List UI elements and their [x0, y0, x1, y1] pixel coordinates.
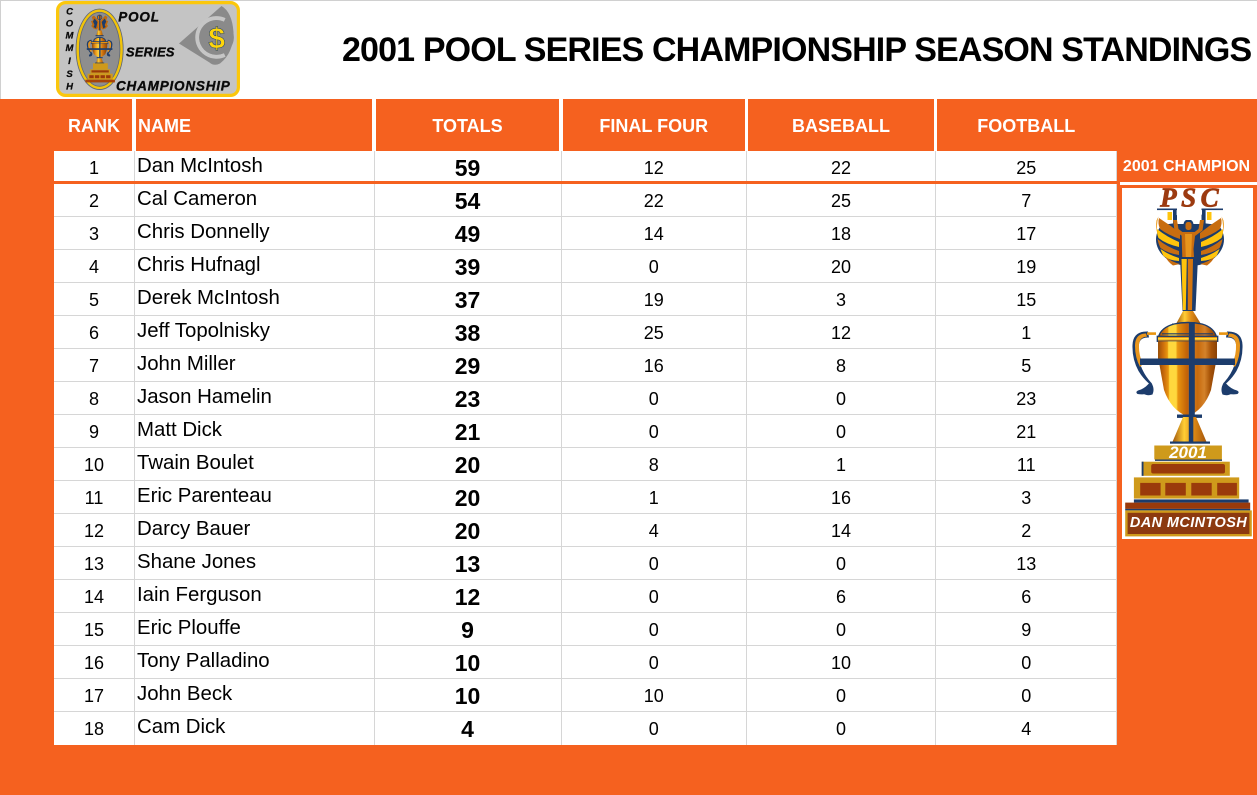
- svg-text:M: M: [66, 43, 75, 54]
- svg-text:O: O: [66, 19, 74, 30]
- svg-text:M: M: [66, 31, 75, 42]
- svg-text:CHAMPIONSHIP: CHAMPIONSHIP: [116, 78, 231, 93]
- svg-text:SERIES: SERIES: [126, 44, 175, 59]
- svg-text:I: I: [68, 56, 71, 67]
- svg-text:POOL: POOL: [118, 10, 159, 25]
- svg-text:C: C: [66, 6, 73, 17]
- svg-text:S: S: [66, 69, 73, 80]
- svg-text:2001: 2001: [1168, 443, 1207, 462]
- svg-text:$: $: [208, 22, 225, 55]
- svg-text:PSC: PSC: [1159, 187, 1223, 213]
- svg-text:H: H: [66, 81, 74, 92]
- svg-text:DAN MCINTOSH: DAN MCINTOSH: [1130, 515, 1247, 531]
